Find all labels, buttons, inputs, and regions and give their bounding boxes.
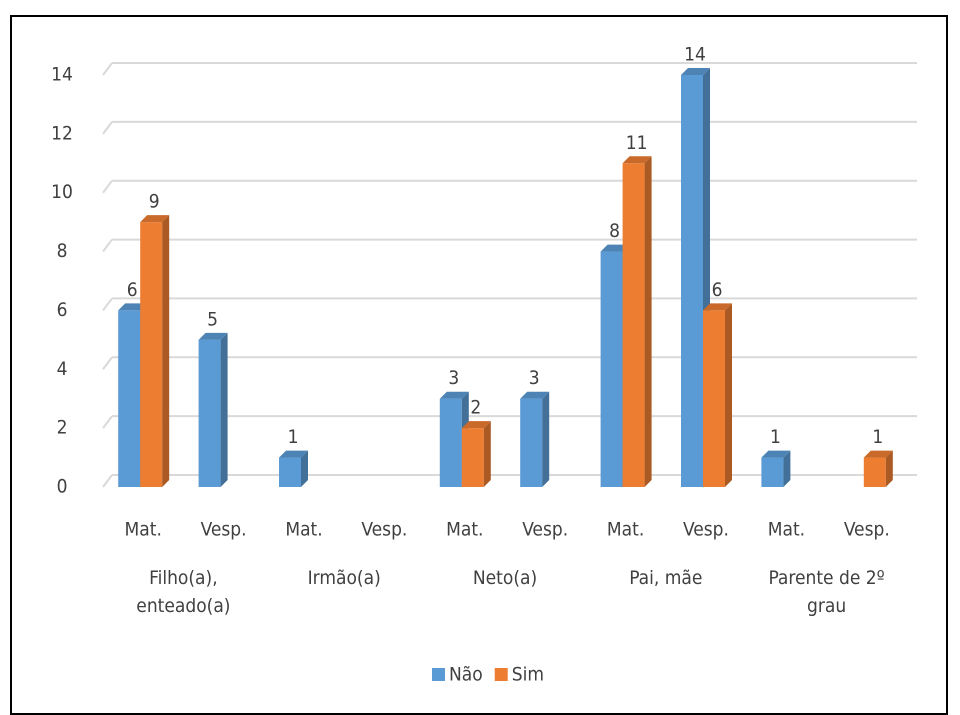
bar-top: [140, 215, 170, 223]
group-label: Neto(a): [472, 567, 538, 589]
value-label: 1: [872, 426, 883, 448]
y-tick-label: 6: [57, 299, 68, 321]
bar-top: [681, 68, 710, 75]
y-tick-label: 2: [57, 417, 68, 439]
value-label: 1: [288, 426, 299, 448]
x-tick-label: Mat.: [285, 519, 322, 541]
bar-front: [461, 428, 484, 487]
bar-front: [600, 251, 623, 487]
bar-front: [681, 75, 703, 487]
bar-side: [162, 215, 170, 487]
bar-front: [118, 310, 141, 487]
legend-label: Sim: [512, 664, 544, 686]
value-label: 9: [149, 191, 160, 213]
bar: [279, 450, 308, 487]
grid-line-depth: [102, 415, 113, 429]
bar: [461, 421, 491, 487]
x-tick-label: Mat.: [768, 519, 805, 541]
bar-side: [885, 450, 893, 487]
bar-front: [703, 310, 725, 487]
value-label: 14: [684, 44, 706, 66]
y-tick-label: 4: [57, 358, 68, 380]
group-label: Irmão(a): [307, 567, 381, 589]
bar-front: [198, 339, 221, 487]
x-tick-label: Vesp.: [201, 519, 247, 541]
bar-front: [622, 163, 645, 488]
bar-front: [439, 398, 462, 487]
grid-line-depth: [102, 238, 113, 253]
bar-side: [220, 332, 228, 487]
grid-line-depth: [102, 297, 113, 312]
bar-top: [118, 303, 148, 311]
value-label: 11: [626, 132, 648, 154]
bar-top: [198, 332, 228, 340]
value-label: 2: [470, 397, 481, 419]
chart-frame: [10, 15, 948, 715]
bar: [703, 303, 732, 487]
y-tick-label: 8: [57, 240, 68, 262]
grid-line-depth: [102, 62, 113, 76]
value-label: 3: [529, 367, 540, 389]
y-tick-label: 10: [51, 181, 73, 203]
x-tick-label: Vesp.: [361, 519, 407, 541]
value-label: 3: [448, 367, 459, 389]
bar: [520, 391, 550, 487]
bar-front: [761, 457, 784, 487]
group-label: Pai, mãe: [629, 567, 703, 589]
bar-top: [520, 391, 550, 399]
bar: [863, 450, 893, 487]
bar: [140, 215, 170, 487]
bar-front: [140, 222, 163, 487]
bar-top: [703, 303, 732, 311]
bar-side: [483, 421, 491, 487]
bar-top: [761, 450, 791, 458]
value-label: 5: [207, 308, 218, 330]
bar-front: [520, 398, 543, 487]
x-tick-label: Vesp.: [683, 519, 729, 541]
bar-front: [279, 457, 301, 487]
legend-swatch: [432, 668, 445, 681]
y-tick-label: 12: [51, 122, 73, 144]
bar-top: [461, 421, 491, 429]
bar: [622, 156, 652, 488]
value-label: 8: [609, 220, 620, 242]
bar-side: [783, 450, 791, 487]
bar-top: [439, 391, 469, 399]
bar-side: [644, 156, 652, 488]
grid-line-depth: [102, 474, 113, 488]
x-tick-label: Vesp.: [844, 519, 890, 541]
bar-top: [863, 450, 893, 458]
x-tick-label: Vesp.: [522, 519, 568, 541]
value-label: 1: [770, 426, 781, 448]
value-label: 6: [712, 279, 723, 301]
bar-side: [725, 303, 732, 487]
legend-swatch: [494, 668, 508, 681]
bar-side: [301, 450, 308, 487]
x-tick-label: Mat.: [446, 519, 483, 541]
bar: [761, 450, 791, 487]
group-label: Parente de 2º grau: [768, 567, 885, 617]
legend-label: Não: [449, 664, 483, 686]
grid-line-depth: [102, 121, 113, 135]
group-label: Filho(a), enteado(a): [136, 567, 231, 617]
y-tick-label: 0: [57, 476, 68, 498]
bar-front: [863, 457, 886, 487]
value-label: 6: [127, 279, 138, 301]
bar-top: [279, 450, 308, 458]
x-tick-label: Mat.: [607, 519, 644, 541]
bar-side: [542, 391, 550, 487]
grid-line-depth: [102, 180, 113, 194]
grid-line-depth: [102, 356, 113, 370]
y-tick-label: 14: [51, 64, 73, 86]
bar-top: [622, 156, 652, 164]
x-tick-label: Mat.: [125, 519, 162, 541]
bar: [198, 332, 228, 487]
bar-top: [600, 244, 630, 252]
